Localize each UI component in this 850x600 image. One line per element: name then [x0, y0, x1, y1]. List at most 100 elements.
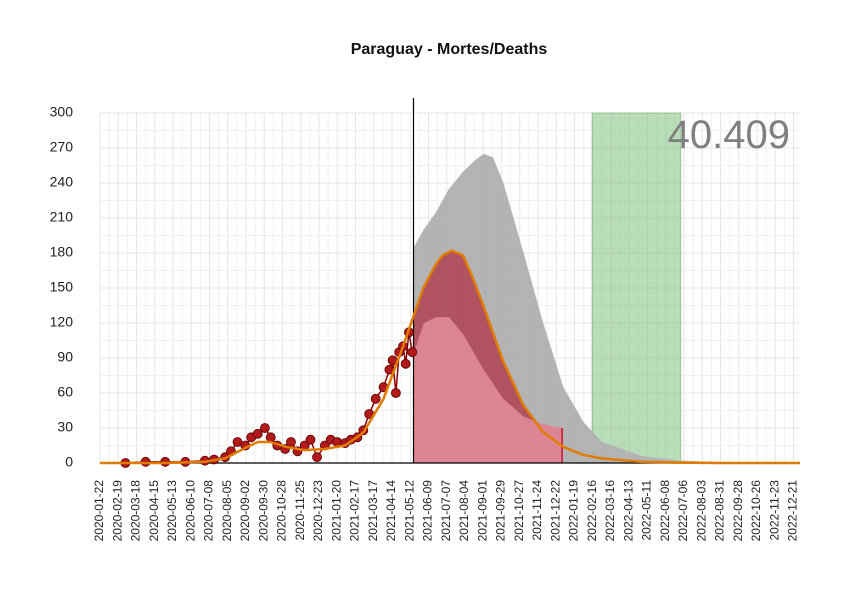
overlap-band-bar [491, 329, 493, 383]
lower-band-bar [435, 317, 436, 463]
overlap-band-bar [433, 268, 435, 319]
upper-band-bar [501, 179, 503, 463]
x-tick-label: 2020-08-05 [220, 480, 234, 542]
overlap-band-bar [502, 358, 504, 398]
upper-band-bar [649, 456, 651, 463]
lower-band-bar [454, 324, 456, 463]
x-tick-label: 2022-03-16 [603, 480, 617, 542]
upper-band-bar [552, 356, 554, 463]
lower-band-bar [448, 317, 450, 463]
overlap-band-bar [528, 411, 530, 419]
overlap-band-bar [517, 391, 519, 412]
lower-band-bar [501, 396, 503, 463]
upper-band-bar [645, 456, 647, 463]
upper-band-bar [522, 250, 524, 463]
upper-band-bar [486, 155, 488, 464]
lower-band-bar [537, 422, 539, 463]
lower-band-bar [513, 407, 515, 463]
lower-band-bar [519, 413, 521, 463]
upper-band-bar [590, 429, 592, 463]
lower-band-bar [476, 357, 478, 463]
upper-band-bar [541, 320, 543, 463]
lower-band-bar [414, 350, 416, 463]
overlap-band-bar [474, 283, 476, 355]
upper-band-bar [541, 318, 543, 463]
fitted-curve [100, 249, 800, 465]
lower-band-bar [556, 426, 558, 463]
lower-band-bar [531, 419, 533, 463]
upper-band-bar [584, 423, 586, 463]
lower-band-bar [456, 326, 458, 463]
lower-band-bar [494, 386, 496, 463]
overlap-band-bar [430, 274, 432, 320]
overlap-band-bar [499, 351, 501, 394]
upper-band-bar [643, 456, 645, 463]
observed-point [312, 452, 322, 463]
upper-band-bar [532, 285, 534, 463]
lower-band-bar [447, 317, 449, 463]
upper-band-bar [524, 260, 526, 463]
lower-band-bar [491, 381, 493, 463]
upper-band-bar [511, 214, 513, 463]
upper-band-bar [490, 156, 492, 464]
x-tick-label: 2020-10-28 [275, 480, 289, 542]
upper-band-bar [601, 442, 603, 463]
upper-band-bar [515, 228, 517, 463]
overlap-band-bar [519, 396, 521, 413]
upper-band-bar [535, 297, 537, 463]
upper-band-bar [663, 458, 665, 463]
overlap-band-bar [522, 403, 524, 416]
y-tick-label: 300 [50, 104, 74, 120]
lower-band-bar [524, 417, 526, 463]
overlap-band-bar [453, 251, 455, 324]
overlap-band-bar [527, 410, 529, 419]
upper-band-bar [498, 171, 500, 464]
overlap-band-bar [460, 254, 462, 332]
lower-band-bar [551, 426, 552, 463]
upper-band-bar [533, 290, 535, 463]
overlap-band-bar [471, 274, 473, 350]
upper-band-bar [531, 283, 533, 463]
y-tick-label: 60 [57, 384, 73, 400]
overlap-band-bar [445, 254, 447, 318]
overlap-band-bar [440, 257, 442, 318]
upper-band-bar [630, 452, 632, 463]
upper-band-bar [608, 444, 610, 463]
upper-band-bar [498, 173, 500, 463]
upper-band-bar [532, 288, 534, 463]
lower-band-bar [459, 330, 461, 463]
x-tick-label: 2021-01-20 [329, 480, 343, 542]
lower-band-bar [431, 319, 433, 463]
upper-band-bar [583, 422, 585, 463]
overlap-band-bar [497, 345, 499, 392]
upper-band-bar [545, 331, 547, 463]
upper-band-bar [644, 456, 646, 463]
upper-band-bar [610, 445, 612, 463]
lower-band-bar [500, 395, 502, 463]
overlap-band-bar [477, 290, 479, 360]
overlap-band-bar [425, 284, 427, 323]
lower-band-bar [481, 367, 483, 463]
upper-band-bar [539, 311, 541, 463]
upper-band-bar [647, 456, 649, 463]
lower-band-bar [510, 405, 512, 463]
lower-band-bar [489, 378, 491, 463]
upper-band-bar [641, 456, 643, 463]
upper-band-bar [546, 335, 548, 463]
x-tick-label: 2021-05-12 [402, 480, 416, 542]
overlap-band-bar [514, 386, 516, 409]
overlap-band-bar [439, 259, 441, 318]
upper-band-bar [624, 450, 626, 463]
overlap-band-bar [526, 409, 528, 418]
lower-band-bar [446, 317, 448, 463]
upper-band-bar [500, 178, 502, 463]
upper-band-bar [513, 219, 515, 463]
upper-band-bar [627, 451, 629, 463]
observed-points [120, 327, 418, 468]
lower-band-bar [471, 349, 473, 463]
upper-band-bar [500, 176, 502, 464]
overlap-band-bar [455, 252, 457, 326]
upper-band-bar [661, 458, 663, 463]
upper-band-bar [600, 441, 602, 463]
overlap-band-bar [461, 254, 463, 334]
